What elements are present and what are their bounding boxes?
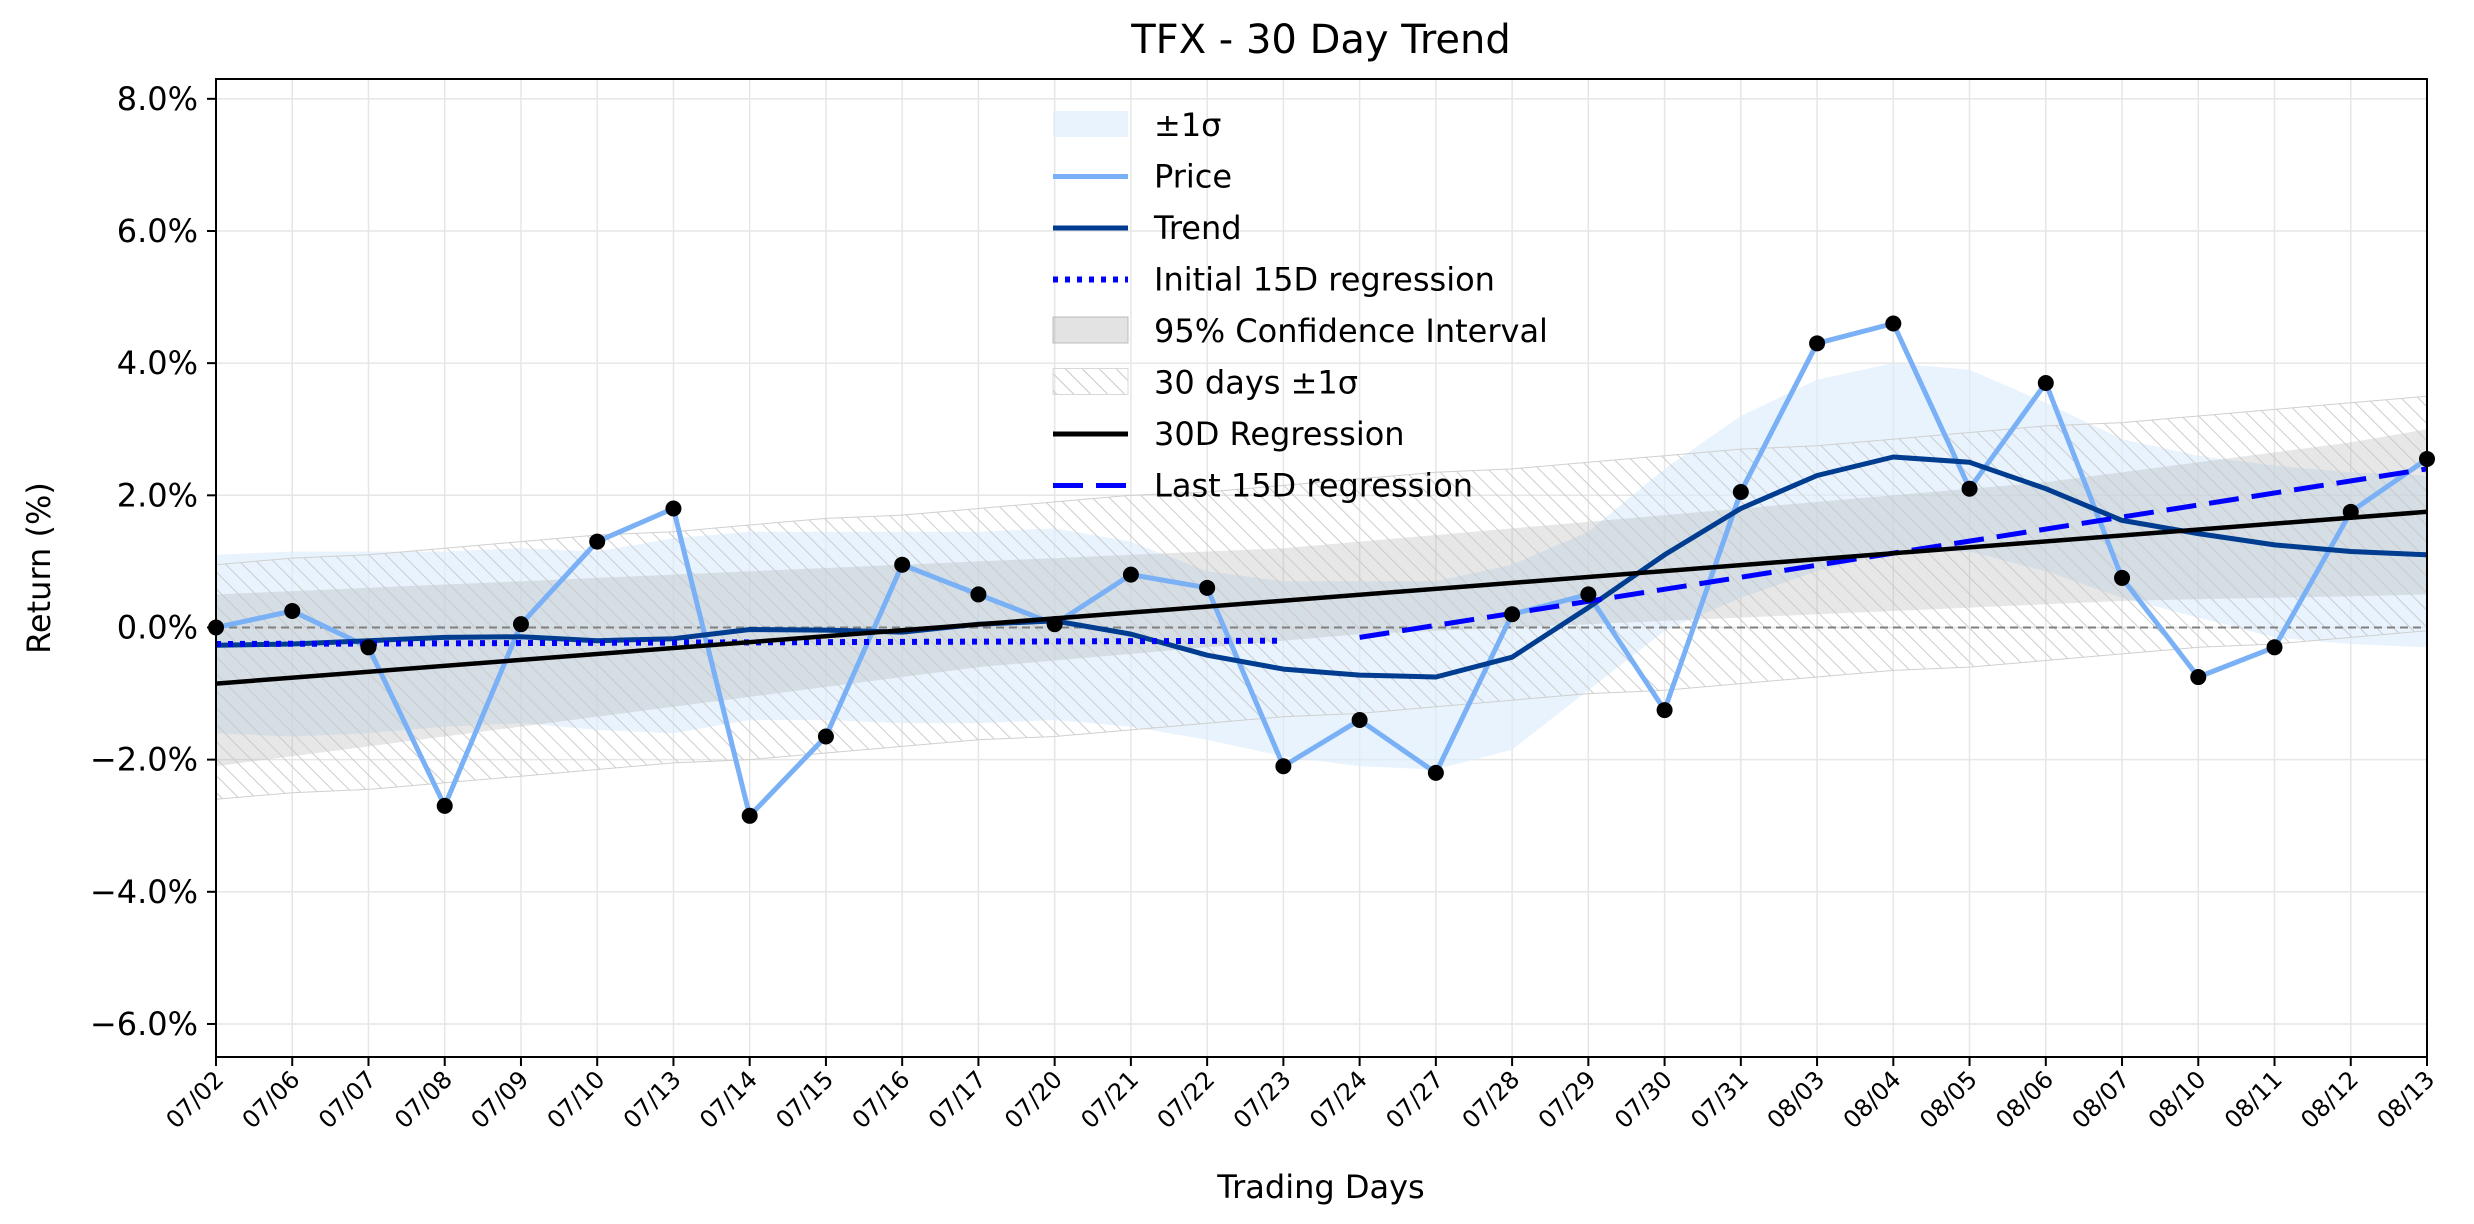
legend-swatch [1053,111,1128,137]
x-tick-label: 07/10 [542,1065,611,1134]
x-tick-label: 07/28 [1457,1065,1526,1134]
price-point [1046,616,1063,633]
x-tick-label: 07/14 [694,1065,763,1134]
legend-label: 30D Regression [1154,415,1405,453]
price-point [1656,702,1673,719]
x-tick-label: 08/03 [1762,1065,1831,1134]
chart-title: TFX - 30 Day Trend [1130,17,1511,63]
x-tick-label: 07/06 [237,1065,306,1134]
price-point [2266,639,2283,656]
series-lines [216,321,2427,819]
price-point [2342,503,2359,520]
legend-label: Price [1154,158,1232,196]
legend-label: 95% Confidence Interval [1154,312,1548,350]
line-price [216,321,2427,819]
x-tick-label: 08/13 [2372,1065,2441,1134]
x-tick-label: 07/08 [389,1065,458,1134]
x-tick-label: 08/06 [1990,1065,2059,1134]
line-30d-regression [216,509,2427,686]
price-point [1961,480,1978,497]
x-tick-label: 07/07 [313,1065,382,1134]
price-point [284,602,301,619]
x-tick-label: 07/20 [999,1065,1068,1134]
price-point [665,500,682,517]
x-tick-label: 07/13 [618,1065,687,1134]
x-tick-label: 07/27 [1380,1065,1449,1134]
price-point [970,586,987,603]
price-points [208,315,2435,824]
line-initial-15d-regression [216,637,1284,647]
legend-swatch [1052,316,1129,344]
price-point [512,616,529,633]
price-point [1275,758,1292,775]
legend-label: Initial 15D regression [1154,261,1495,299]
y-tick-label: 2.0% [117,476,198,514]
price-point [1504,606,1521,623]
x-tick-label: 07/23 [1228,1065,1297,1134]
price-point [1809,335,1826,352]
x-tick-label: 08/11 [2219,1065,2288,1134]
price-point [589,533,606,550]
x-tick-label: 08/05 [1914,1065,1983,1134]
y-tick-label: 6.0% [117,212,198,250]
x-tick-label: 07/02 [161,1065,230,1134]
price-point [741,807,758,824]
x-tick-label: 07/24 [1304,1065,1373,1134]
price-point [2114,569,2131,586]
legend: ±1σ Price Trend Initial 15D regression 95% C… [1052,106,1548,505]
price-point [894,556,911,573]
x-tick-label: 07/21 [1075,1065,1144,1134]
y-tick-label: 0.0% [117,608,198,646]
y-axis-label: Return (%) [20,482,58,654]
y-tick-label: −2.0% [90,741,198,779]
x-tick-label: 08/12 [2295,1065,2364,1134]
price-point [1122,566,1139,583]
x-tick-label: 07/29 [1533,1065,1602,1134]
y-tick-label: −6.0% [90,1005,198,1043]
x-tick-label: 07/31 [1685,1065,1754,1134]
price-point [2037,374,2054,391]
x-tick-label: 08/07 [2067,1065,2136,1134]
price-point [2190,669,2207,686]
x-tick-label: 07/16 [847,1065,916,1134]
price-point [817,728,834,745]
price-point [1885,315,1902,332]
x-tick-label: 07/22 [1152,1065,1221,1134]
y-tick-label: −4.0% [90,873,198,911]
y-tick-label: 4.0% [117,344,198,382]
price-point [1580,586,1597,603]
price-point [1351,711,1368,728]
x-tick-label: 07/17 [923,1065,992,1134]
x-tick-label: 07/09 [466,1065,535,1134]
price-point [1732,484,1749,501]
y-axis: −6.0% −4.0% −2.0% 0.0% 2.0% 4.0% 6.0% 8.0% [90,80,216,1043]
legend-label: Last 15D regression [1154,467,1473,505]
legend-label: Trend [1153,209,1242,247]
y-tick-label: 8.0% [117,80,198,118]
line-trend [216,454,2427,680]
legend-swatch [1052,368,1129,395]
legend-label: ±1σ [1154,106,1221,144]
x-axis: 07/02 07/06 07/07 07/08 07/09 07/10 07/13 07/14… [161,1057,2441,1134]
plot-frame [215,78,2428,1058]
x-tick-label: 07/30 [1609,1065,1678,1134]
x-axis-label: Trading Days [1216,1168,1424,1206]
legend-label: 30 days ±1σ [1154,364,1358,402]
x-tick-label: 08/10 [2143,1065,2212,1134]
price-point [436,797,453,814]
x-tick-label: 07/15 [770,1065,839,1134]
price-point [1199,579,1216,596]
price-point [360,639,377,656]
x-tick-label: 08/04 [1838,1065,1907,1134]
price-point [1427,764,1444,781]
